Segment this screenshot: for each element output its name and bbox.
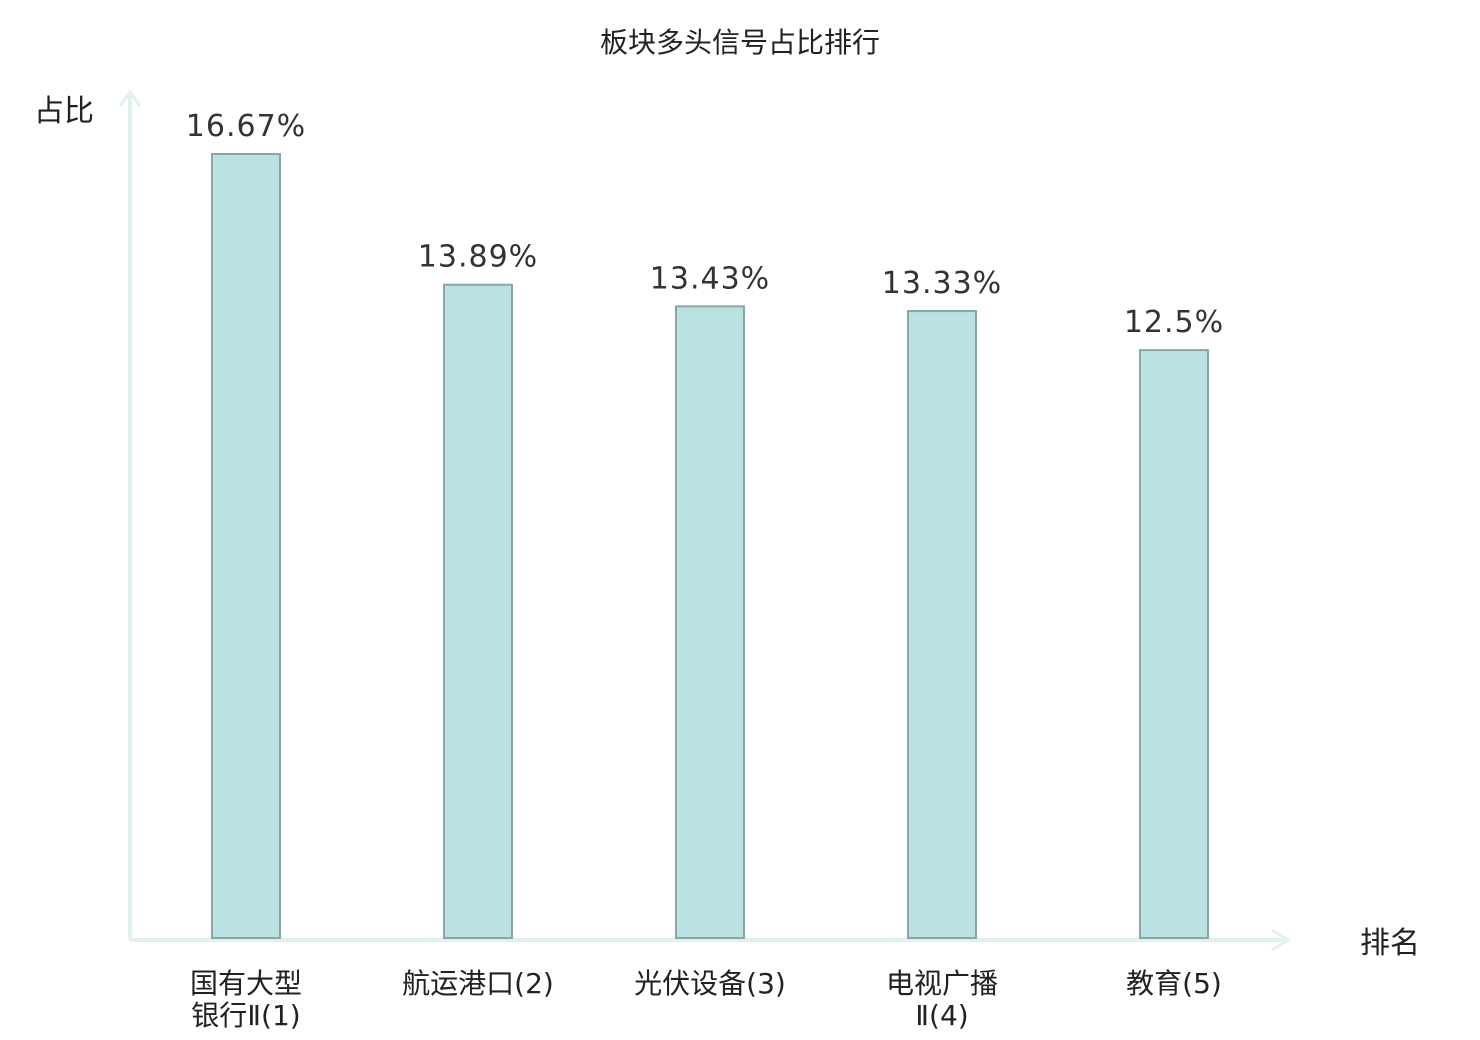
x-axis	[130, 928, 1291, 952]
x-axis-label: 排名	[1360, 926, 1420, 961]
bar-3	[675, 305, 745, 939]
category-label-5-line-1: 教育(5)	[1126, 967, 1222, 1000]
bar-2	[443, 283, 513, 939]
bar-5	[1139, 349, 1209, 940]
category-label-3-line-1: 光伏设备(3)	[634, 967, 786, 1000]
value-label-3: 13.43%	[650, 261, 770, 296]
category-label-2-line-1: 航运港口(2)	[402, 967, 554, 1000]
value-label-2: 13.89%	[418, 240, 538, 275]
value-label-4: 13.33%	[882, 266, 1002, 301]
bar-1	[211, 153, 281, 939]
y-axis-label: 占比	[34, 94, 94, 129]
category-label-1-line-2: 银行Ⅱ(1)	[191, 999, 300, 1032]
value-label-1: 16.67%	[186, 109, 306, 144]
bar-4	[907, 310, 977, 940]
y-axis	[118, 89, 142, 940]
category-label-1-line-1: 国有大型	[190, 967, 302, 1000]
category-label-4-line-2: Ⅱ(4)	[915, 999, 968, 1032]
value-labels-group: 16.67% 13.89% 13.43% 13.33% 12.5%	[186, 109, 1224, 340]
chart-title: 板块多头信号占比排行	[600, 26, 880, 59]
category-label-4-line-1: 电视广播	[886, 967, 998, 1000]
value-label-5: 12.5%	[1124, 305, 1224, 340]
bars-group	[211, 153, 1209, 940]
